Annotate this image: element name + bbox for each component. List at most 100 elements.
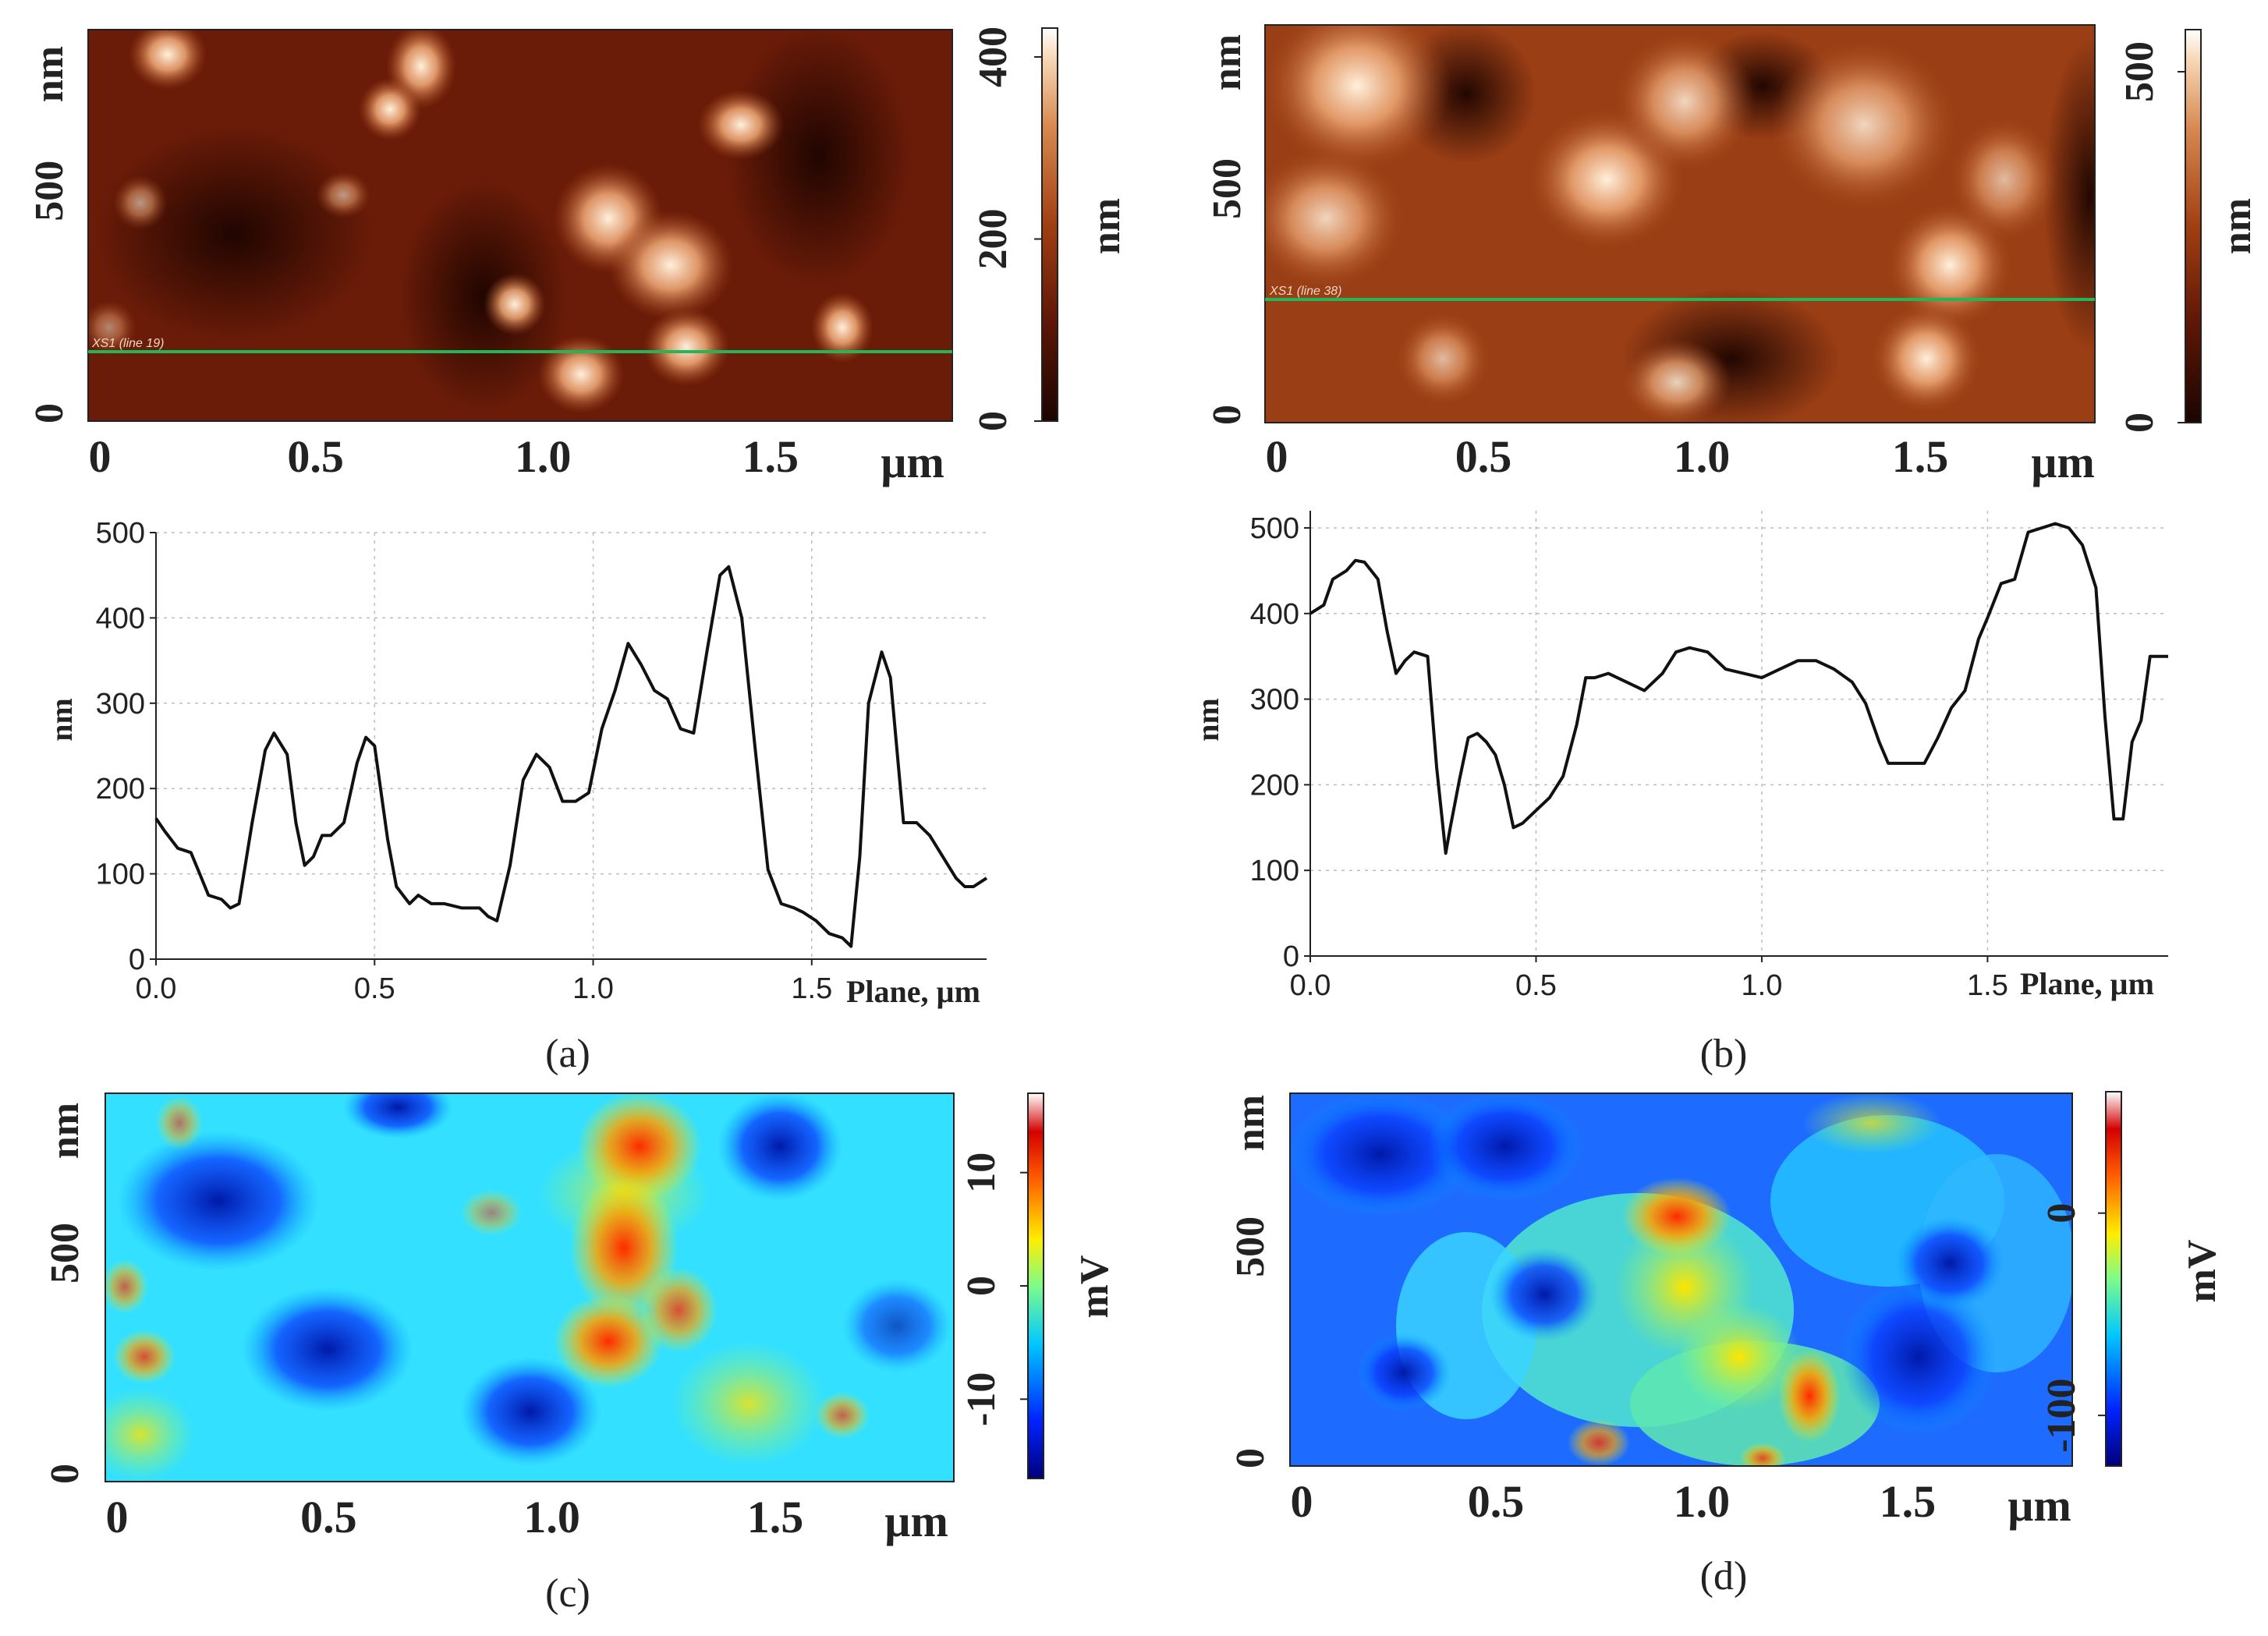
y-tick-label: 400 xyxy=(1250,598,1299,631)
x-tick-label: 0.5 xyxy=(354,972,395,1005)
panel-c-map: -10 0 10 mV 0 0.5 1.0 1.5 µm 0 500 nm (c) xyxy=(43,1092,1117,1616)
x-tick-label: 0 xyxy=(1291,1476,1313,1527)
c-map-frame xyxy=(105,1092,955,1482)
a-map-frame xyxy=(87,29,953,422)
y-tick-label: 500 xyxy=(1228,1216,1273,1277)
panel-d-label: (d) xyxy=(1700,1554,1748,1599)
panel-b-profile: nm Plane, µm (b) 0.0 0.5 1.0 1.5 0 100 200 300 4… xyxy=(1190,511,2168,1076)
d-colorbar-ticks: -100 0 xyxy=(2039,1203,2106,1453)
y-tick-label: 300 xyxy=(1250,684,1299,717)
b-scan-line-label: XS1 (line 38) xyxy=(1269,285,1342,298)
a-colorbar-ticks: 0 200 400 xyxy=(971,27,1042,431)
y-tick-label: 500 xyxy=(43,1223,87,1284)
d-map-texture xyxy=(1290,1093,2072,1466)
a-profile-ylabel: nm xyxy=(44,698,79,742)
colorbar-tick-label: -10 xyxy=(959,1372,1004,1426)
x-tick-label: 0.5 xyxy=(1468,1476,1525,1527)
d-map-y-unit: nm xyxy=(1228,1095,1273,1151)
x-tick-label: 1.5 xyxy=(1967,969,2008,1002)
panel-d-map: -100 0 mV 0 0.5 1.0 1.5 µm 0 500 nm (d) xyxy=(1228,1091,2224,1599)
x-tick-label: 1.0 xyxy=(515,431,572,482)
colorbar-tick-label: 0 xyxy=(959,1276,1004,1296)
x-tick-label: 0 xyxy=(89,431,112,482)
y-tick-label: 0 xyxy=(1283,940,1299,973)
a-profile-xlabel: Plane, µm xyxy=(846,974,980,1009)
a-colorbar-unit: nm xyxy=(1084,198,1129,254)
x-tick-label: 1.0 xyxy=(523,1492,580,1542)
y-tick-label: 0 xyxy=(27,403,72,423)
b-map-x-unit: µm xyxy=(2031,437,2095,487)
y-tick-label: 500 xyxy=(96,517,145,550)
b-map-frame xyxy=(1264,24,2096,423)
c-map-texture xyxy=(105,1093,951,1482)
a-map-x-unit: µm xyxy=(881,437,944,487)
x-tick-label: 1.5 xyxy=(1880,1476,1937,1527)
panel-c-label: (c) xyxy=(545,1571,590,1616)
panel-a-profile: nm Plane, µm (a) 0.0 0.5 1.0 1.5 0 100 200 300 4… xyxy=(44,517,988,1076)
y-tick-label: 200 xyxy=(96,773,145,806)
y-tick-label: 200 xyxy=(1250,769,1299,802)
series-line xyxy=(1309,522,2168,855)
x-tick-label: 0 xyxy=(1266,431,1288,482)
colorbar-tick-label: 400 xyxy=(971,27,1015,87)
x-tick-label: 1.0 xyxy=(1674,1476,1731,1527)
b-map-texture xyxy=(1265,25,2095,423)
x-tick-label: 1.0 xyxy=(572,972,614,1005)
panel-a-map: XS1 (line 19) 0 200 400 nm 0 0.5 1.0 1.5 µm 0… xyxy=(27,27,1129,487)
colorbar-tick-label: -100 xyxy=(2039,1378,2084,1452)
x-tick-label: 0.5 xyxy=(1455,431,1512,482)
a-colorbar xyxy=(1041,27,1058,422)
x-tick-label: 1.5 xyxy=(1892,431,1949,482)
y-tick-label: 100 xyxy=(1250,855,1299,887)
d-map-y-ticks: 0 500 xyxy=(1228,1216,1273,1468)
a-map-texture xyxy=(88,30,913,413)
panel-a-label: (a) xyxy=(545,1032,590,1076)
b-colorbar-unit: nm xyxy=(2215,198,2259,254)
y-tick-label: 500 xyxy=(1250,512,1299,545)
b-colorbar-ticks: 0 500 xyxy=(2117,41,2185,433)
x-tick-label: 1.5 xyxy=(791,972,832,1005)
d-map-x-ticks: 0 0.5 1.0 1.5 xyxy=(1291,1476,1937,1527)
y-tick-label: 100 xyxy=(96,859,145,891)
a-map-x-ticks: 0 0.5 1.0 1.5 xyxy=(89,431,799,482)
x-tick-label: 0 xyxy=(106,1492,129,1542)
c-colorbar xyxy=(1027,1092,1044,1479)
b-map-y-unit: nm xyxy=(1205,34,1249,90)
c-map-x-ticks: 0 0.5 1.0 1.5 xyxy=(106,1492,804,1542)
colorbar-tick-label: 10 xyxy=(959,1153,1004,1193)
d-map-frame xyxy=(1289,1092,2073,1467)
series-line xyxy=(154,565,988,948)
b-colorbar xyxy=(2185,29,2202,423)
d-colorbar xyxy=(2105,1091,2122,1467)
a-map-y-ticks: 0 500 xyxy=(27,161,72,423)
c-colorbar-unit: mV xyxy=(1072,1255,1117,1319)
panel-b-label: (b) xyxy=(1700,1032,1748,1076)
c-colorbar-ticks: -10 0 10 xyxy=(959,1153,1028,1426)
y-tick-label: 0 xyxy=(1228,1448,1273,1468)
x-tick-label: 0.0 xyxy=(1290,969,1331,1002)
x-tick-label: 1.0 xyxy=(1742,969,1783,1002)
d-map-x-unit: µm xyxy=(2008,1480,2071,1531)
colorbar-tick-label: 0 xyxy=(2039,1203,2084,1223)
a-map-y-unit: nm xyxy=(27,46,72,102)
a-scan-line-label: XS1 (line 19) xyxy=(91,337,165,350)
colorbar-tick-label: 0 xyxy=(2117,413,2162,433)
b-map-y-ticks: 0 500 xyxy=(1205,158,1249,425)
x-tick-label: 1.5 xyxy=(742,431,799,482)
d-colorbar-unit: mV xyxy=(2180,1240,2224,1303)
b-profile-ylabel: nm xyxy=(1190,698,1225,742)
y-tick-label: 0 xyxy=(43,1464,87,1484)
y-tick-label: 0 xyxy=(129,944,145,976)
b-map-x-ticks: 0 0.5 1.0 1.5 xyxy=(1266,431,1949,482)
c-map-y-unit: nm xyxy=(43,1103,87,1159)
x-tick-label: 0.0 xyxy=(136,972,177,1005)
colorbar-tick-label: 200 xyxy=(971,209,1015,270)
x-tick-label: 0.5 xyxy=(1515,969,1557,1002)
y-tick-label: 300 xyxy=(96,688,145,721)
y-tick-label: 400 xyxy=(96,602,145,635)
b-profile-xlabel: Plane, µm xyxy=(2020,966,2154,1001)
y-tick-label: 500 xyxy=(27,161,72,221)
y-tick-label: 0 xyxy=(1205,405,1249,425)
colorbar-tick-label: 0 xyxy=(971,411,1015,431)
